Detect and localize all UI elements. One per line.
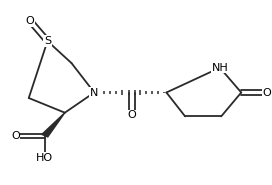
Text: O: O <box>26 16 35 26</box>
Text: N: N <box>90 88 98 97</box>
Text: S: S <box>44 36 51 46</box>
Text: HO: HO <box>36 153 53 163</box>
Text: NH: NH <box>212 63 228 73</box>
Text: O: O <box>11 131 20 141</box>
Text: O: O <box>262 88 271 97</box>
Text: O: O <box>127 110 136 120</box>
Polygon shape <box>42 113 65 137</box>
